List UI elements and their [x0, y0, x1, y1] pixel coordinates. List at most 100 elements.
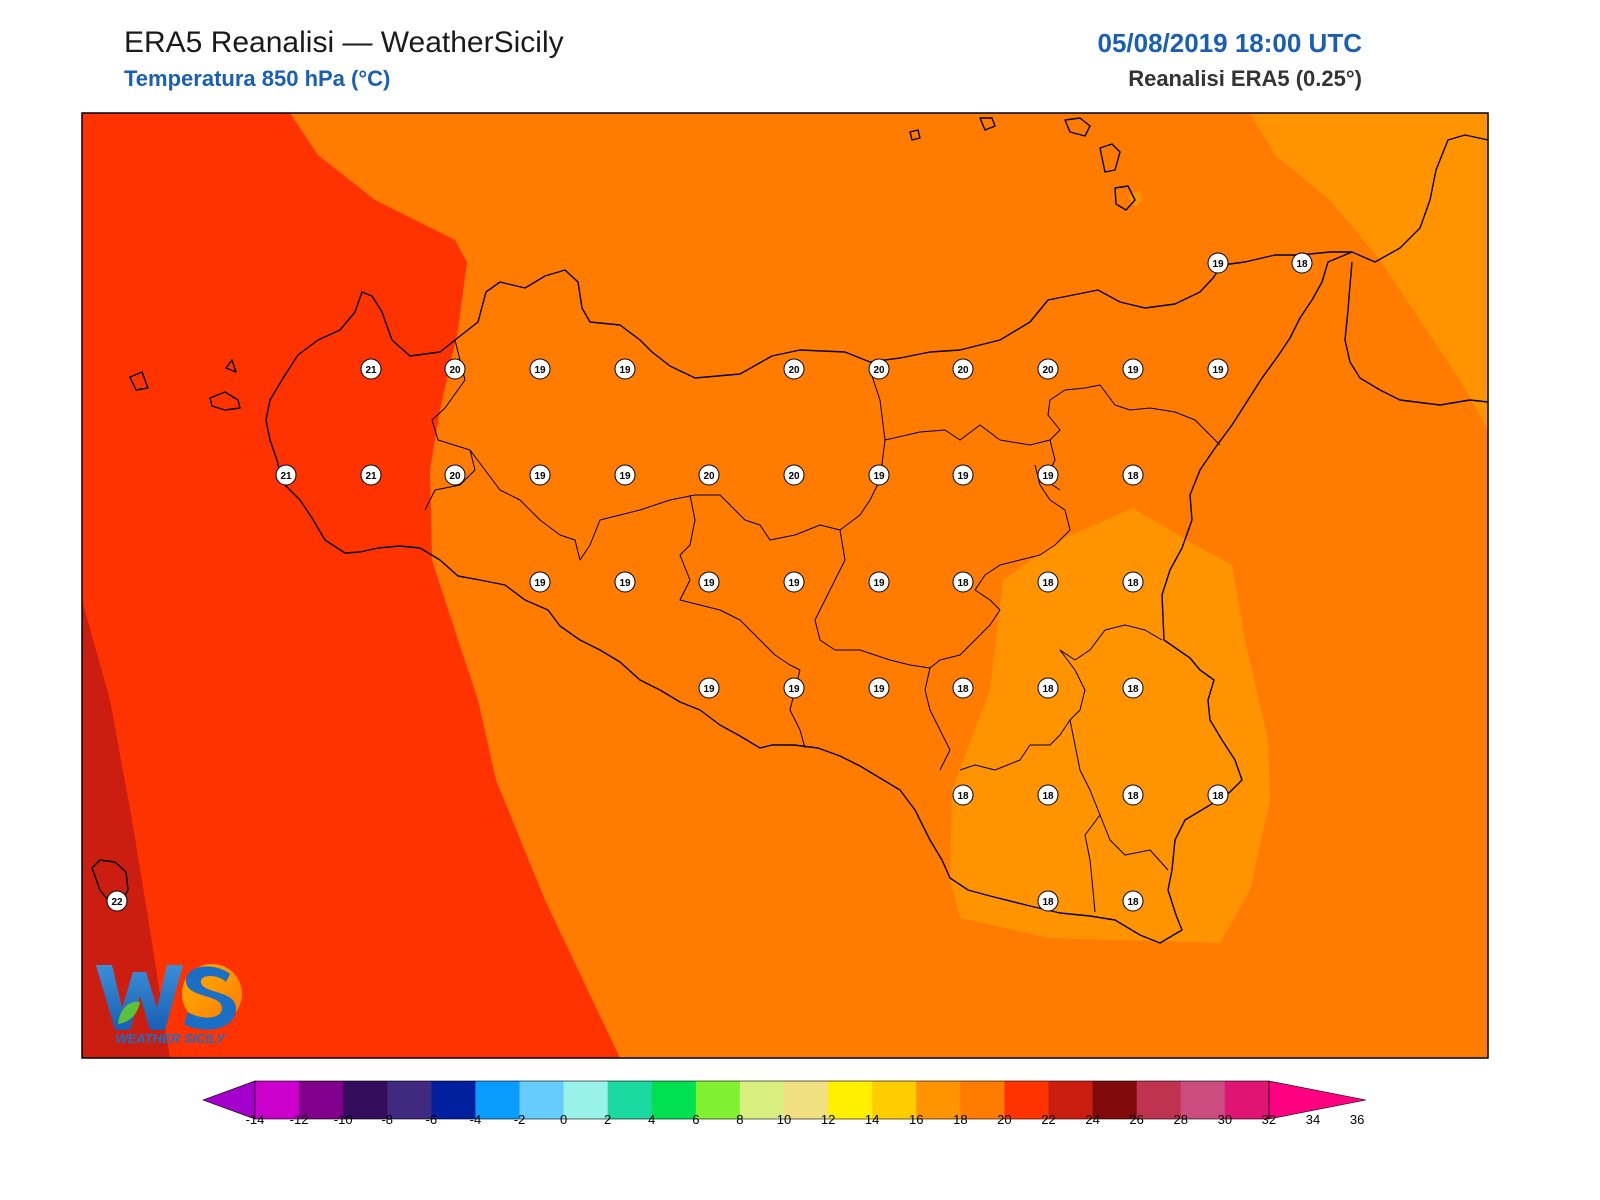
colorbar-swatch: [916, 1081, 961, 1119]
station-marker: 19: [783, 571, 805, 593]
map-datetime: 05/08/2019 18:00 UTC: [1097, 28, 1362, 58]
colorbar-tick-label: 4: [648, 1112, 655, 1127]
station-marker: 19: [783, 677, 805, 699]
colorbar-swatch: [255, 1081, 300, 1119]
station-marker: 19: [614, 464, 636, 486]
station-circle: [698, 677, 720, 699]
station-value: 19: [1127, 365, 1139, 376]
colorbar-tick-label: 2: [604, 1112, 611, 1127]
station-circle: [106, 890, 128, 912]
station-circle: [1207, 252, 1229, 274]
colorbar-tick-label: 16: [909, 1112, 923, 1127]
station-marker: 19: [1122, 358, 1144, 380]
map-source: Reanalisi ERA5 (0.25°): [1128, 66, 1362, 91]
colorbar-swatch: [519, 1081, 565, 1119]
colorbar-swatch: [1224, 1081, 1270, 1119]
egadi-marettimo: [225, 359, 237, 373]
station-marker: 18: [1037, 677, 1059, 699]
station-value: 18: [1127, 791, 1139, 802]
station-marker: 19: [529, 571, 551, 593]
station-circle: [952, 571, 974, 593]
logo-leaf-icon: [118, 1001, 140, 1024]
colorbar-tick-label: -2: [514, 1112, 526, 1127]
colorbar-tick-label: 26: [1129, 1112, 1143, 1127]
station-value: 19: [957, 471, 969, 482]
colorbar-tick-label: 36: [1350, 1112, 1364, 1127]
colorbar-swatch: [1004, 1081, 1049, 1119]
colorbar-outline: [254, 1080, 1270, 1120]
field-18-east: [1250, 113, 1488, 430]
station-marker: 18: [1037, 890, 1059, 912]
colorbar-swatch: [343, 1081, 388, 1119]
colorbar-tick-label: 18: [953, 1112, 967, 1127]
station-circle: [952, 358, 974, 380]
map-frame: [81, 112, 1489, 1059]
station-value: 18: [1127, 897, 1139, 908]
station-marker: 20: [444, 464, 466, 486]
colorbar-swatch: [1092, 1081, 1138, 1119]
colorbar-tick-label: 22: [1041, 1112, 1055, 1127]
station-marker: 18: [952, 677, 974, 699]
station-marker: 19: [614, 571, 636, 593]
station-value: 20: [449, 365, 461, 376]
logo-s: [184, 966, 236, 1030]
colorbar-tick-label: -10: [334, 1112, 353, 1127]
station-marker: 19: [614, 358, 636, 380]
station-value: 19: [788, 684, 800, 695]
station-circle: [444, 358, 466, 380]
colorbar-swatch: [475, 1081, 520, 1119]
station-value: 19: [1042, 471, 1054, 482]
station-marker: 19: [868, 677, 890, 699]
map-subtitle: Temperatura 850 hPa (°C): [124, 66, 391, 91]
station-circle: [1291, 252, 1313, 274]
station-value: 18: [957, 791, 969, 802]
station-circle: [360, 464, 382, 486]
colorbar-tick-label: 6: [692, 1112, 699, 1127]
station-marker: 20: [868, 358, 890, 380]
colorbar-swatch: [1180, 1081, 1226, 1119]
station-marker: 18: [1122, 890, 1144, 912]
vulcano-coast: [1114, 185, 1136, 211]
logo-text: WEATHER SICILY: [115, 1031, 226, 1046]
field-22: [82, 113, 620, 1058]
province-borders: [424, 339, 1221, 913]
salina-coast: [1064, 117, 1091, 137]
station-circle: [868, 571, 890, 593]
egadi-favignana: [209, 391, 241, 411]
station-circle: [360, 358, 382, 380]
colorbar-tick-label: 34: [1306, 1112, 1320, 1127]
colorbar-swatches: [202, 1080, 1367, 1120]
station-value: 19: [534, 365, 546, 376]
station-circle: [952, 464, 974, 486]
colorbar-tick-label: 0: [560, 1112, 567, 1127]
station-circle: [1122, 677, 1144, 699]
station-marker: 19: [698, 571, 720, 593]
station-marker: 19: [868, 464, 890, 486]
station-value: 19: [873, 471, 885, 482]
station-value: 20: [1042, 365, 1054, 376]
colorbar-tick-label: 30: [1218, 1112, 1232, 1127]
colorbar-swatch: [299, 1081, 344, 1119]
station-circle: [1122, 571, 1144, 593]
station-marker: 21: [360, 464, 382, 486]
station-circle: [529, 358, 551, 380]
station-value: 18: [957, 578, 969, 589]
alicudi-coast: [979, 117, 996, 131]
station-value: 19: [788, 578, 800, 589]
station-circle: [783, 571, 805, 593]
malta-coast: [129, 371, 149, 391]
station-marker: 21: [275, 464, 297, 486]
station-value: 21: [280, 471, 292, 482]
station-circle: [1037, 571, 1059, 593]
colorbar-tick-label: 32: [1262, 1112, 1276, 1127]
station-circle: [952, 677, 974, 699]
station-circle: [1122, 784, 1144, 806]
station-circle: [783, 464, 805, 486]
station-circle: [1122, 890, 1144, 912]
station-value: 19: [1212, 365, 1224, 376]
station-value: 19: [873, 684, 885, 695]
station-marker: 19: [529, 358, 551, 380]
station-marker: 18: [952, 784, 974, 806]
station-circle: [1037, 464, 1059, 486]
